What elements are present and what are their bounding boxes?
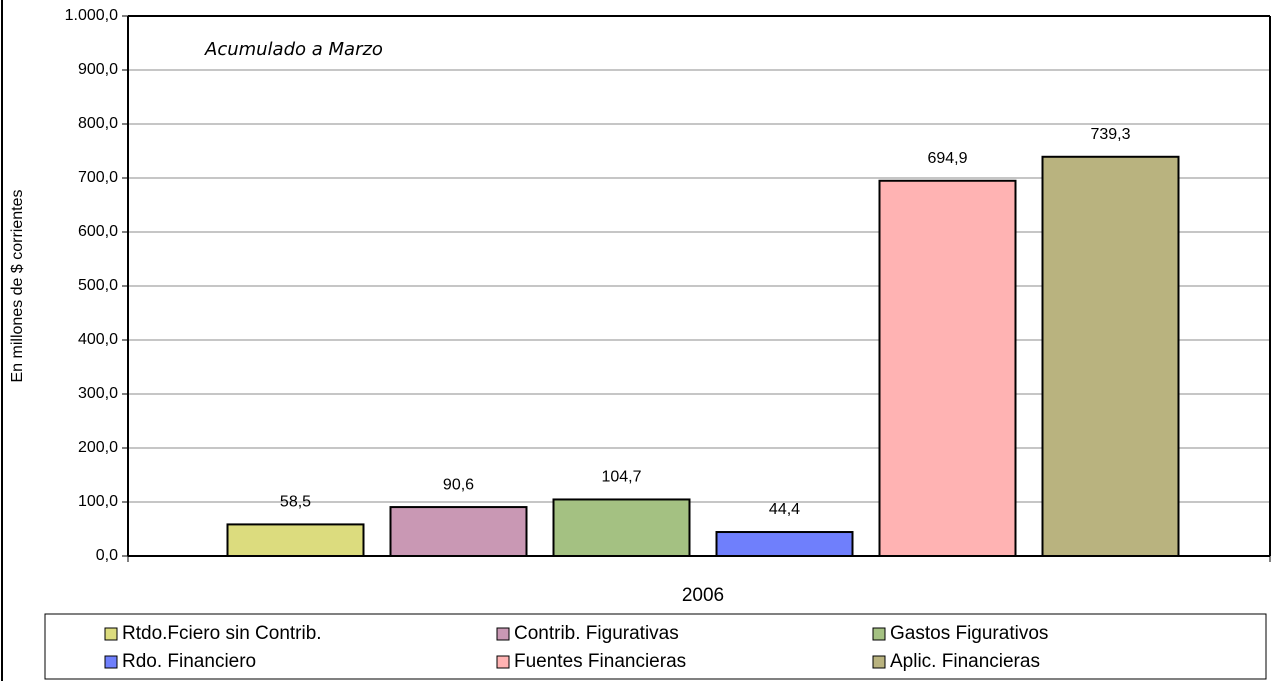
bar: [1041, 155, 1180, 557]
y-tick-label: 600,0: [78, 223, 118, 240]
x-tick-label: 2006: [682, 585, 724, 606]
y-axis-label: En millones de $ corrientes: [9, 190, 26, 383]
bar: [226, 523, 365, 557]
value-label: 739,3: [1090, 126, 1130, 143]
annotation: Acumulado a Marzo: [204, 39, 383, 60]
bar: [715, 531, 854, 557]
y-tick-label: 700,0: [78, 169, 118, 186]
y-tick-label: 200,0: [78, 439, 118, 456]
bar: [552, 498, 691, 558]
y-tick-label: 100,0: [78, 493, 118, 510]
legend-label: Aplic. Financieras: [890, 651, 1040, 672]
legend-label: Contrib. Figurativas: [514, 623, 679, 644]
value-label: 104,7: [601, 469, 641, 486]
y-tick-label: 400,0: [78, 331, 118, 348]
value-label: 58,5: [280, 494, 311, 511]
legend-swatch: [496, 655, 510, 669]
legend-swatch: [104, 627, 118, 641]
y-tick-label: 1.000,0: [65, 7, 118, 24]
y-tick-label: 800,0: [78, 115, 118, 132]
bar: [878, 179, 1017, 557]
legend-swatch: [104, 655, 118, 669]
y-tick-label: 0,0: [96, 547, 118, 564]
value-label: 90,6: [443, 476, 474, 493]
legend-label: Fuentes Financieras: [514, 651, 686, 672]
legend-label: Rtdo.Fciero sin Contrib.: [122, 623, 322, 644]
legend-swatch: [872, 655, 886, 669]
value-label: 694,9: [927, 150, 967, 167]
y-tick-label: 500,0: [78, 277, 118, 294]
legend-swatch: [872, 627, 886, 641]
y-tick-label: 300,0: [78, 385, 118, 402]
bar: [389, 506, 528, 557]
y-tick-label: 900,0: [78, 61, 118, 78]
value-label: 44,4: [769, 501, 800, 518]
legend-label: Rdo. Financiero: [122, 651, 256, 672]
legend-label: Gastos Figurativos: [890, 623, 1048, 644]
legend-swatch: [496, 627, 510, 641]
legend-box: [44, 613, 1267, 680]
